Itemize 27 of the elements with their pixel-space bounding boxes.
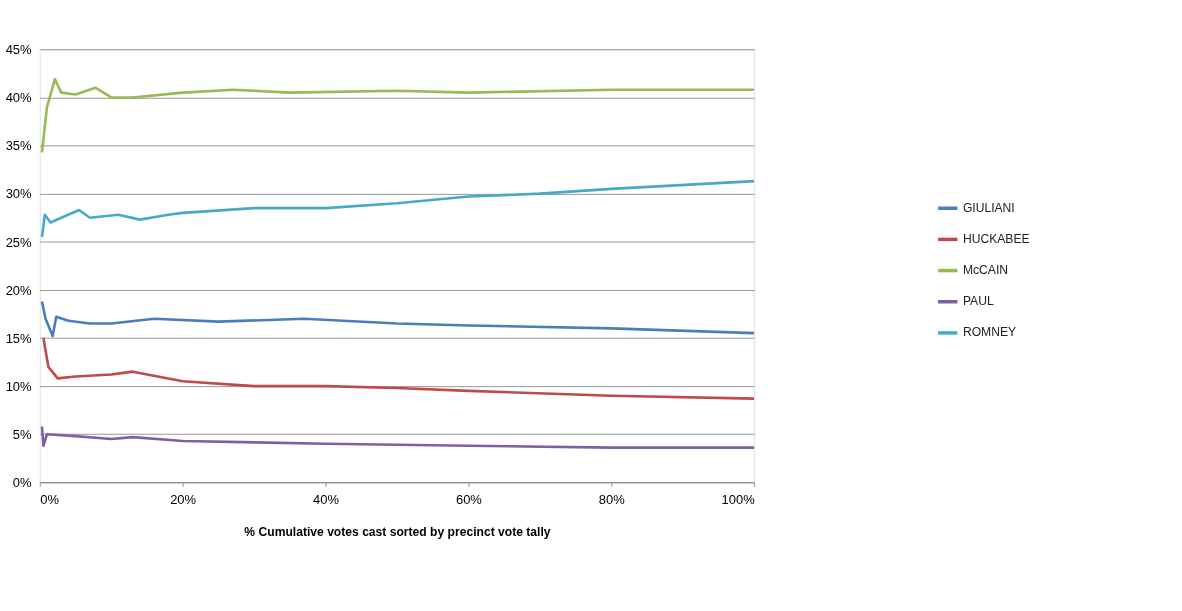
legend-label: HUCKABEE <box>962 231 1030 246</box>
y-tick-label: 30% <box>5 186 33 202</box>
y-tick-label: 35% <box>5 138 33 154</box>
x-tick-label: 0% <box>40 492 60 508</box>
legend-label: McCAIN <box>962 263 1008 278</box>
legend-label: PAUL <box>962 294 994 309</box>
line-series <box>40 179 755 239</box>
y-tick-label: 25% <box>5 234 33 250</box>
legend-label: ROMNEY <box>962 325 1017 340</box>
y-tick-label: 5% <box>12 426 33 442</box>
x-axis-title: % Cumulative votes cast sorted by precinct vote tally <box>244 524 551 539</box>
y-tick-label: 45% <box>5 42 33 58</box>
line-series <box>42 336 755 400</box>
line-series <box>40 425 755 449</box>
x-tick-label: 20% <box>170 492 197 508</box>
y-tick-label: 15% <box>5 330 33 346</box>
y-tick-label: 10% <box>5 378 33 394</box>
y-tick-label: 20% <box>5 282 33 298</box>
x-tick-label: 40% <box>313 492 340 508</box>
x-tick-label: 60% <box>455 492 483 508</box>
line-series <box>40 77 755 154</box>
x-tick-label: 100% <box>721 492 756 508</box>
y-tick-label: 0% <box>12 475 33 491</box>
line-series <box>40 300 755 338</box>
y-tick-label: 40% <box>5 90 33 106</box>
x-tick-label: 80% <box>598 492 626 508</box>
legend-label: GIULIANI <box>962 200 1015 215</box>
